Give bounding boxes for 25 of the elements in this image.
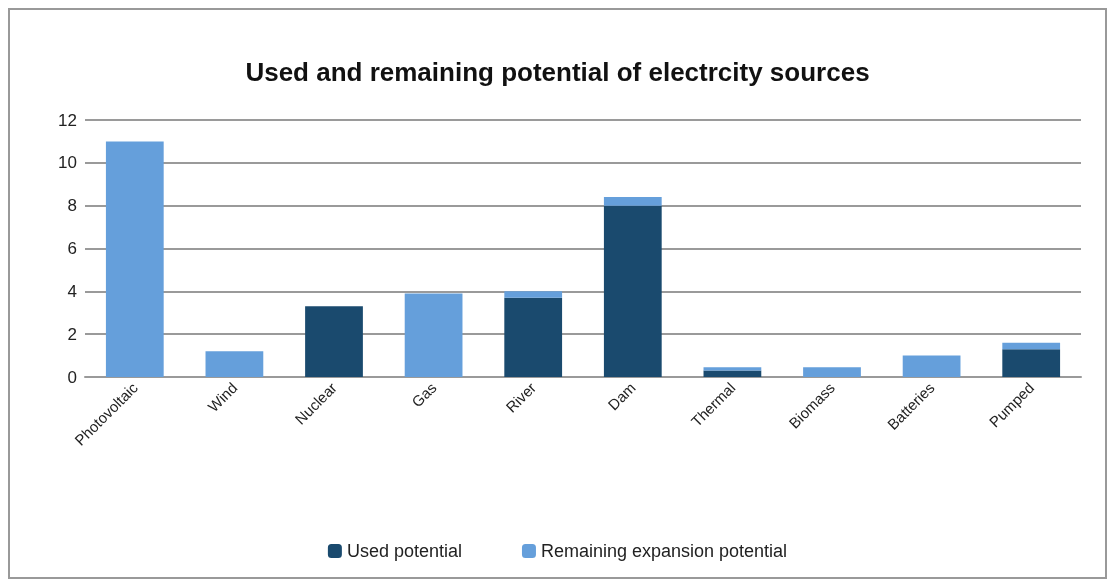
y-tick-label: 12 [58,110,77,130]
chart-title: Used and remaining potential of electrcity sources [245,57,870,87]
bar [1002,342,1061,350]
legend-label: Remaining expansion potential [540,541,788,561]
bar [504,291,563,298]
bar [404,293,463,377]
bar [504,297,563,377]
bar [603,205,662,377]
legend-label: Used potential [346,541,462,561]
bar [703,367,762,371]
y-tick-label: 4 [67,281,77,301]
y-tick-label: 6 [67,239,77,258]
bar [1002,349,1061,377]
bar [105,141,164,377]
y-tick-label: 2 [67,324,77,344]
bar [305,306,363,377]
y-tick-label: 0 [67,367,77,387]
bar [902,355,961,377]
bar [703,370,762,377]
y-tick-label: 10 [58,153,77,173]
bar [803,367,861,377]
bar [205,351,264,377]
bar [603,197,662,206]
y-tick-label: 8 [67,196,77,216]
x-tick-label: Gas [408,378,440,411]
